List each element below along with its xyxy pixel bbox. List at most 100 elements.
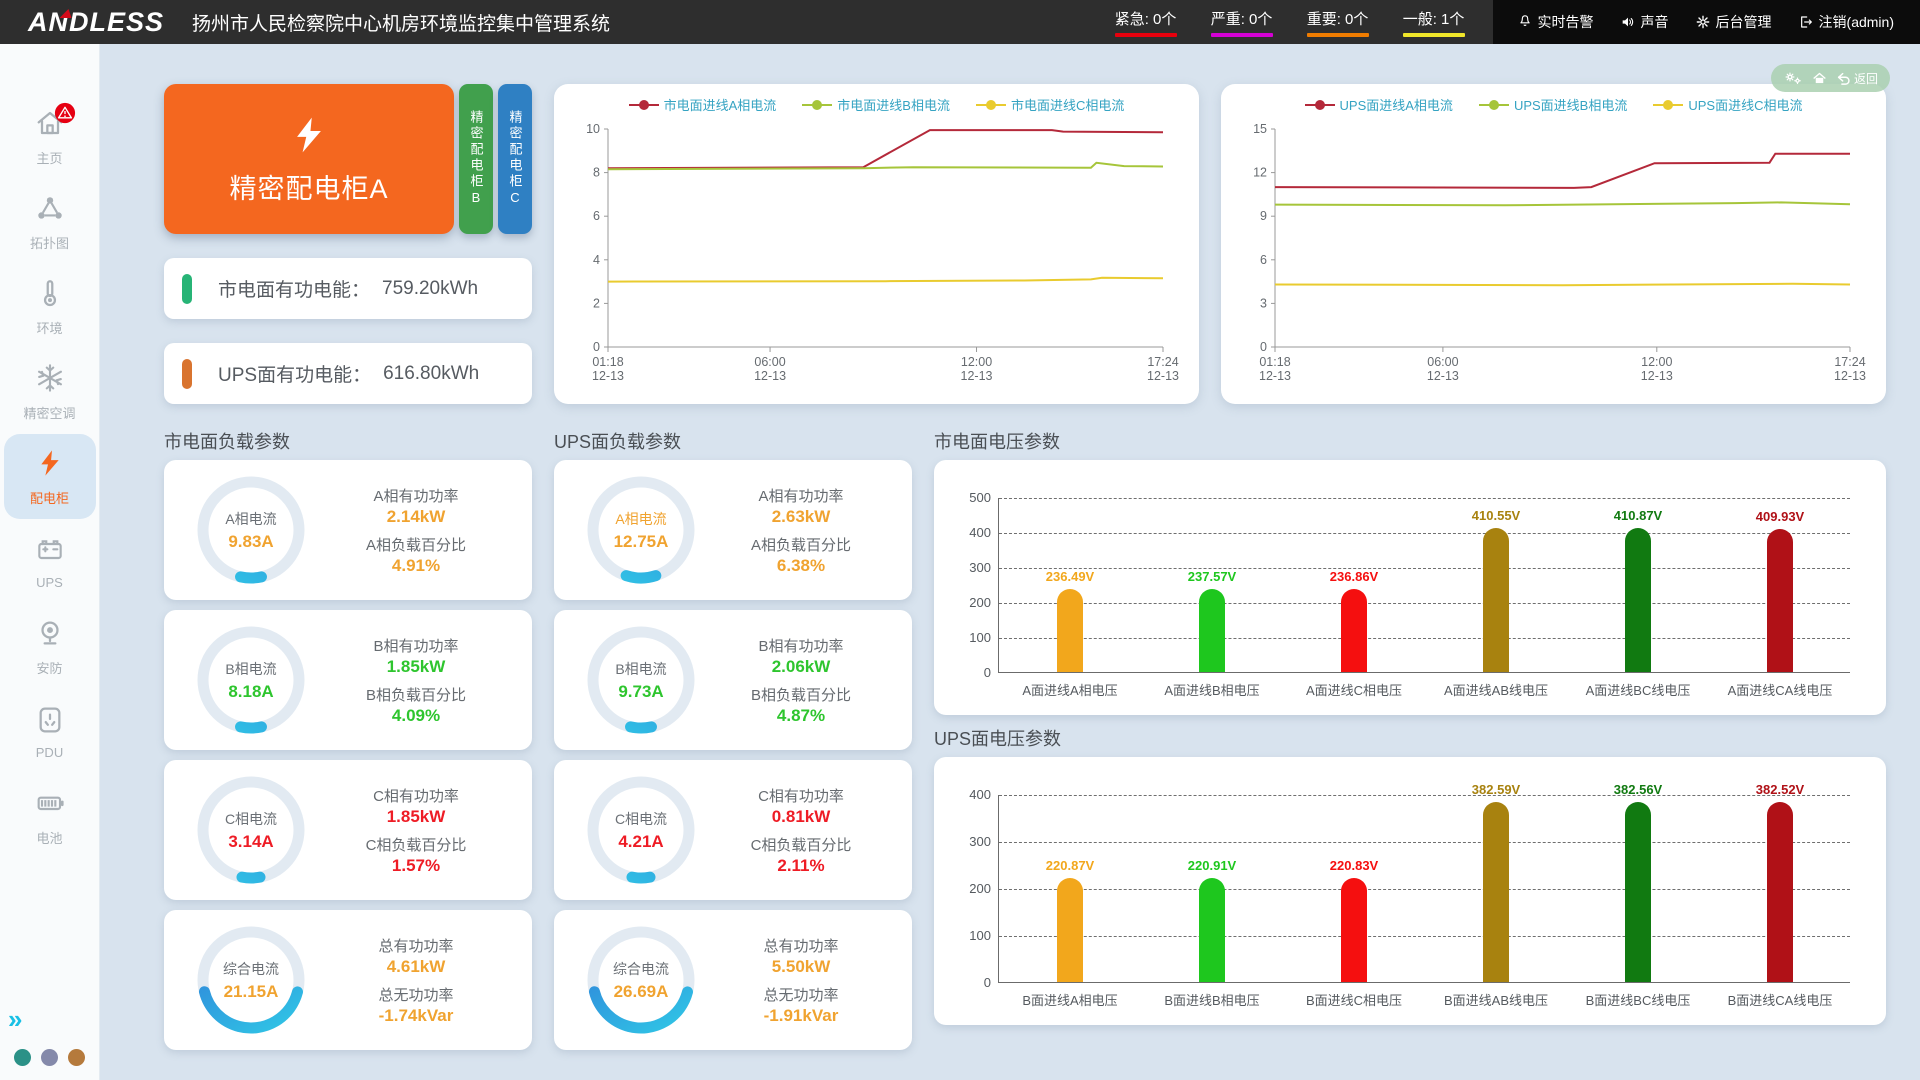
legend-item[interactable]: 市电面进线A相电流 — [628, 95, 776, 114]
gauge: B相电流 8.18A — [192, 621, 310, 739]
sidebar-item-precision-ac[interactable]: 精密空调 — [4, 349, 96, 434]
settings-gears-icon[interactable] — [1783, 71, 1803, 86]
mains-voltage-chart-card: 0 100 200 300 400 500 236.49V A面进线A相电压 237.57V A面… — [934, 460, 1886, 715]
svg-text:3: 3 — [1260, 296, 1267, 310]
gauge-label: C相电流 — [224, 810, 278, 827]
gauge-value: 21.15A — [223, 981, 279, 1001]
cabinet-c-tab[interactable]: 精密配电柜C — [498, 84, 532, 234]
gauge: A相电流 9.83A — [192, 471, 310, 589]
load-card-mains-a: A相电流 9.83A A相有功功率 2.14kW A相负载百分比 4.91% — [164, 460, 532, 600]
gauge-value: 9.73A — [618, 681, 664, 701]
y-axis-tick: 200 — [969, 881, 991, 896]
load-card-mains-total: 综合电流 21.15A 总有功功率 4.61kW 总无功功率 -1.74kVar — [164, 910, 532, 1050]
gauge-label: B相电流 — [225, 660, 277, 677]
y-axis-tick: 500 — [969, 490, 991, 505]
sidebar-item-pdu[interactable]: PDU — [4, 689, 96, 774]
ups-voltage-title: UPS面电压参数 — [934, 729, 1062, 749]
bar — [1483, 528, 1509, 672]
svg-text:12:00: 12:00 — [961, 355, 992, 369]
svg-text:0: 0 — [1260, 340, 1267, 354]
pdu-socket-icon — [34, 704, 66, 741]
legend-item[interactable]: UPS面进线B相电流 — [1478, 95, 1627, 114]
bar-value-label: 236.86V — [1329, 569, 1379, 585]
admin-button[interactable]: 后台管理 — [1695, 12, 1772, 32]
bar-value-label: 236.49V — [1045, 569, 1095, 585]
sidebar-item-battery[interactable]: 电池 — [4, 774, 96, 859]
legend-item[interactable]: 市电面进线C相电流 — [975, 95, 1124, 114]
gauge-value: 26.69A — [613, 981, 669, 1001]
expand-chevron-icon[interactable]: » — [8, 1004, 23, 1034]
bar-value-label: 410.87V — [1613, 508, 1663, 524]
realtime-alarm-button[interactable]: 实时告警 — [1517, 12, 1594, 32]
bar-plot: 0 100 200 300 400 500 236.49V A面进线A相电压 237.57V A面… — [969, 490, 1850, 698]
camera-icon — [34, 617, 66, 654]
gauge: 综合电流 26.69A — [582, 921, 700, 1039]
bell-icon — [1517, 14, 1533, 30]
sidebar-item-topology[interactable]: 拓扑图 — [4, 179, 96, 264]
cabinet-a-card[interactable]: 精密配电柜A — [164, 84, 454, 234]
svg-text:15: 15 — [1253, 122, 1267, 136]
bar-category-label: B面进线B相电压 — [1164, 993, 1260, 1008]
bar-value-label: 220.91V — [1187, 858, 1237, 874]
legend-item[interactable]: 市电面进线B相电流 — [802, 95, 950, 114]
lightning-icon — [297, 117, 321, 152]
alarm-important[interactable]: 重要: 0个 — [1306, 8, 1369, 37]
sidebar-item-environment[interactable]: 环境 — [4, 264, 96, 349]
legend-item[interactable]: UPS面进线C相电流 — [1653, 95, 1802, 114]
y-axis-tick: 0 — [983, 665, 991, 680]
theme-dot-slate[interactable] — [41, 1049, 58, 1066]
logout-button[interactable]: 注销(admin) — [1798, 12, 1894, 32]
legend-item[interactable]: UPS面进线A相电流 — [1304, 95, 1453, 114]
bar — [1483, 802, 1509, 982]
alarm-general-bar — [1402, 32, 1465, 37]
gridline — [999, 936, 1850, 937]
sidebar-item-home[interactable]: 主页 — [4, 94, 96, 179]
sidebar-item-security[interactable]: 安防 — [4, 604, 96, 689]
ups-energy-card: UPS面有功电能： 616.80kWh — [164, 343, 532, 404]
alarm-critical-bar — [1114, 32, 1177, 37]
thermometer-icon — [34, 277, 66, 314]
theme-dot-teal[interactable] — [14, 1049, 31, 1066]
bar-category-label: B面进线C相电压 — [1305, 993, 1403, 1008]
bar-value-label: 409.93V — [1755, 508, 1805, 524]
alarm-critical[interactable]: 紧急: 0个 — [1114, 8, 1177, 37]
series-line — [607, 129, 1164, 170]
main-content: 精密配电柜A 精密配电柜B 精密配电柜C 市电面有功电能： 759.20kWh … — [100, 44, 1920, 1080]
gauge: C相电流 4.21A — [582, 771, 700, 889]
ups-energy-value: 616.80kWh — [383, 362, 480, 384]
svg-text:12-13: 12-13 — [1641, 369, 1673, 383]
svg-text:12-13: 12-13 — [961, 369, 993, 383]
bar-category-label: A面进线AB线电压 — [1443, 683, 1548, 698]
bar-category-label: A面进线B相电压 — [1164, 683, 1260, 698]
snowflake-icon — [34, 362, 66, 399]
home-mini-icon[interactable] — [1812, 71, 1827, 86]
gauge-label: 综合电流 — [223, 960, 279, 977]
bar — [1767, 528, 1793, 672]
energy-accent — [182, 273, 192, 304]
sidebar-item-power-cabinet[interactable]: 配电柜 — [3, 434, 96, 519]
svg-text:12-13: 12-13 — [1259, 369, 1291, 383]
mains-voltage-title: 市电面电压参数 — [934, 432, 1060, 452]
mains-energy-card: 市电面有功电能： 759.20kWh — [164, 258, 532, 319]
cabinet-b-tab[interactable]: 精密配电柜B — [459, 84, 493, 234]
y-axis-tick: 400 — [969, 525, 991, 540]
sound-button[interactable]: 声音 — [1620, 12, 1669, 32]
sidebar-footer: » — [0, 1006, 99, 1080]
bar-value-label: 410.55V — [1471, 508, 1521, 524]
bar-value-label: 220.83V — [1329, 858, 1379, 874]
bar — [1199, 878, 1225, 982]
sidebar-item-ups[interactable]: UPS — [4, 519, 96, 604]
chart-legend: UPS面进线A相电流 UPS面进线B相电流 UPS面进线C相电流 — [1233, 92, 1874, 117]
gauge: 综合电流 21.15A — [192, 921, 310, 1039]
back-button[interactable]: 返回 — [1836, 70, 1878, 87]
theme-dot-orange[interactable] — [68, 1049, 85, 1066]
alarm-general[interactable]: 一般: 1个 — [1402, 8, 1465, 37]
topbar-menu: 实时告警 声音 后台管理 注销(admin) — [1492, 0, 1920, 44]
speaker-icon — [1620, 14, 1636, 30]
bar — [1341, 878, 1367, 982]
app-logo: ANDLESS — [28, 6, 165, 37]
alarm-severe[interactable]: 严重: 0个 — [1210, 8, 1273, 37]
svg-text:4: 4 — [593, 253, 600, 267]
series-line — [1274, 201, 1851, 207]
mains-voltage-bar-chart: 0 100 200 300 400 500 236.49V A面进线A相电压 237.57V A面… — [948, 470, 1872, 705]
